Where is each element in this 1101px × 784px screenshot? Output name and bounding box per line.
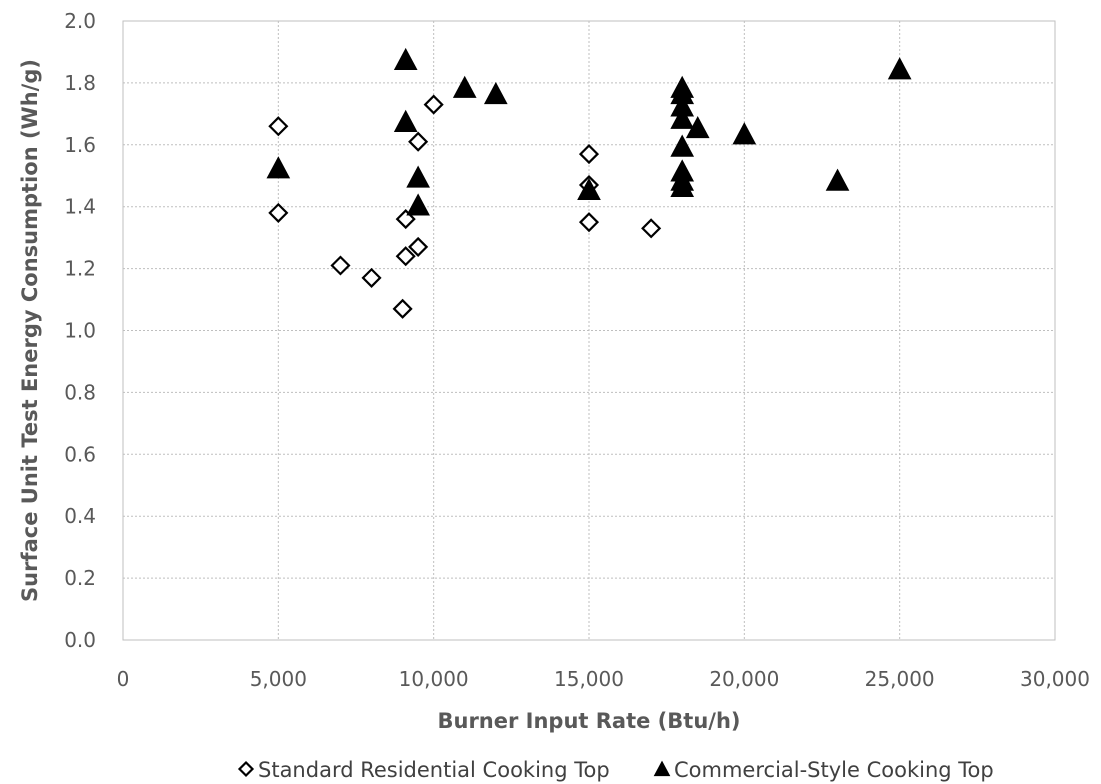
data-markers <box>266 47 912 319</box>
legend-label-commercial-style: Commercial-Style Cooking Top <box>674 758 994 782</box>
data-point-diamond <box>578 212 600 233</box>
y-tick-label: 0.0 <box>64 628 96 652</box>
data-point-triangle <box>406 165 430 188</box>
data-point-diamond <box>408 131 429 152</box>
y-axis-tick-labels: 0.0 0.2 0.4 0.6 0.8 1.0 1.2 1.4 1.6 1.8 2.0 <box>64 9 96 652</box>
data-point-triangle <box>393 109 418 132</box>
y-tick-label: 1.8 <box>64 71 96 95</box>
legend-label-standard-residential: Standard Residential Cooking Top <box>258 758 610 782</box>
y-tick-label: 0.6 <box>64 442 96 466</box>
data-point-diamond <box>641 218 662 239</box>
data-point-diamond <box>392 298 413 319</box>
y-tick-label: 2.0 <box>64 9 96 33</box>
series-standard-residential <box>268 94 662 319</box>
data-point-triangle <box>685 115 710 139</box>
x-axis-title: Burner Input Rate (Btu/h) <box>437 709 740 733</box>
y-tick-label: 1.4 <box>64 195 96 219</box>
legend: Standard Residential Cooking Top Commerc… <box>237 758 994 782</box>
data-point-diamond <box>395 209 416 230</box>
y-tick-label: 1.0 <box>64 319 96 343</box>
legend-triangle-icon <box>653 760 671 777</box>
data-point-diamond <box>330 255 351 276</box>
data-point-triangle <box>577 177 601 201</box>
x-tick-label: 5,000 <box>250 667 307 691</box>
y-tick-label: 0.2 <box>64 566 96 590</box>
data-point-triangle <box>670 134 695 157</box>
x-tick-label: 15,000 <box>554 667 624 691</box>
data-point-triangle <box>266 156 291 179</box>
data-point-triangle <box>406 193 430 216</box>
data-point-triangle <box>483 81 508 105</box>
data-point-triangle <box>887 57 912 80</box>
data-point-diamond <box>268 202 289 223</box>
y-axis-title: Surface Unit Test Energy Consumption (Wh… <box>18 59 42 602</box>
data-point-diamond <box>395 246 416 267</box>
x-tick-label: 0 <box>117 667 130 691</box>
series-commercial-style <box>266 47 912 216</box>
data-point-diamond <box>408 236 429 257</box>
data-point-triangle <box>732 122 757 145</box>
legend-diamond-icon <box>237 760 255 778</box>
legend-item-standard-residential: Standard Residential Cooking Top <box>237 758 610 782</box>
x-tick-label: 30,000 <box>1020 667 1090 691</box>
x-tick-label: 10,000 <box>399 667 469 691</box>
plot-area <box>122 20 1056 641</box>
data-point-triangle <box>825 168 850 191</box>
x-tick-label: 20,000 <box>709 667 779 691</box>
data-point-triangle <box>393 47 418 71</box>
x-axis-tick-labels: 0 5,000 10,000 15,000 20,000 25,000 30,000 <box>117 667 1090 691</box>
data-point-triangle <box>670 174 695 197</box>
y-tick-label: 1.6 <box>64 133 96 157</box>
data-point-diamond <box>268 116 289 137</box>
y-tick-label: 1.2 <box>64 257 96 281</box>
data-point-diamond <box>578 144 600 165</box>
data-point-triangle <box>452 75 477 98</box>
grid-lines <box>122 20 1056 641</box>
data-point-diamond <box>361 267 382 288</box>
data-point-diamond <box>423 94 444 115</box>
legend-item-commercial-style: Commercial-Style Cooking Top <box>653 758 994 782</box>
y-tick-label: 0.4 <box>64 504 96 528</box>
data-point-triangle <box>670 106 695 129</box>
y-tick-label: 0.8 <box>64 380 96 404</box>
x-tick-label: 25,000 <box>865 667 935 691</box>
